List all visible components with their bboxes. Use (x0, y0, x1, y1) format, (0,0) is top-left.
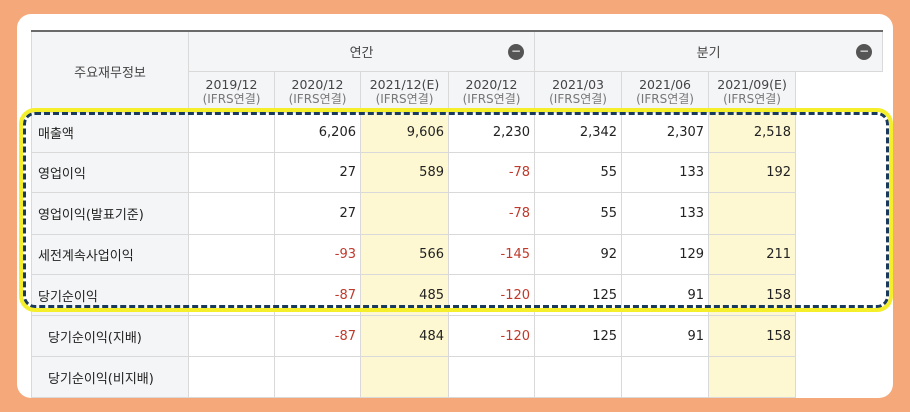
table-cell: -120 (447, 314, 536, 358)
row-label: 영업이익 (31, 151, 189, 194)
column-header: 2021/09(E) (IFRS연결) (708, 70, 797, 113)
column-period: 2021/03 (552, 76, 605, 92)
annual-group-header: 연간 − (187, 30, 536, 72)
table-cell: 158 (708, 274, 797, 316)
table-row: 세전계속사업이익 -93 566 -145 92 129 211 (31, 233, 883, 276)
table-cell: 6,206 (274, 111, 361, 153)
quarterly-collapse-icon[interactable]: − (856, 44, 873, 60)
table-cell: 589 (360, 151, 449, 194)
annual-group-label: 연간 (349, 45, 374, 61)
column-period: 2020/12 (465, 76, 518, 92)
table-cell: 55 (534, 151, 623, 194)
table-cell: 2,307 (621, 111, 710, 153)
table-cell (274, 356, 361, 398)
column-header: 2021/12(E) (IFRS연결) (360, 70, 449, 113)
corner-label: 주요재무정보 (31, 30, 189, 113)
financial-summary-table: 주요재무정보 연간 − 분기 − 2019/12 (IFRS연결) 2020/12(… (31, 30, 884, 398)
column-basis: (IFRS연결) (375, 91, 434, 106)
table-cell: -120 (447, 274, 536, 316)
column-basis: (IFRS연결) (636, 91, 694, 106)
table-cell: 133 (621, 192, 710, 235)
quarterly-group-label: 분기 (696, 45, 721, 61)
table-cell: 91 (621, 314, 710, 358)
table-cell: 158 (708, 314, 797, 358)
table-cell: 484 (360, 314, 449, 358)
table-cell: -78 (447, 192, 536, 235)
row-label: 당기순이익 (31, 274, 189, 316)
row-label: 매출액 (31, 111, 189, 153)
column-header: 2020/12 (IFRS연결) (274, 70, 361, 113)
row-label: 당기순이익(비지배) (31, 356, 189, 398)
column-header: 2021/03 (IFRS연결) (534, 70, 623, 113)
table-cell (534, 356, 623, 398)
table-cell: 2,518 (708, 111, 797, 153)
column-period: 2021/09(E) (717, 76, 787, 92)
table-cell: 566 (360, 233, 449, 276)
table-cell (708, 192, 797, 235)
column-basis: (IFRS연결) (202, 91, 261, 106)
table-cell: 91 (621, 274, 710, 316)
table-row: 당기순이익(지배) -87 484 -120 125 91 158 (31, 314, 883, 358)
row-label: 당기순이익(지배) (31, 314, 189, 358)
table-cell (188, 274, 275, 316)
annual-collapse-icon[interactable]: − (508, 44, 525, 60)
table-cell (621, 356, 710, 398)
table-cell (188, 192, 275, 235)
table-cell (360, 356, 449, 398)
table-cell: 2,342 (534, 111, 623, 153)
table-cell: -87 (274, 314, 361, 358)
table-cell: 55 (534, 192, 623, 235)
table-row: 매출액 6,206 9,606 2,230 2,342 2,307 2,518 (31, 111, 883, 153)
table-cell (360, 192, 449, 235)
column-period: 2021/12(E) (369, 76, 440, 92)
table-row: 당기순이익 -87 485 -120 125 91 158 (31, 274, 883, 316)
content-frame: 주요재무정보 연간 − 분기 − 2019/12 (IFRS연결) 2020/12(… (17, 14, 893, 398)
table-cell: 133 (621, 151, 710, 194)
table-row: 영업이익 27 589 -78 55 133 192 (31, 151, 883, 194)
column-period: 2020/12 (291, 76, 344, 92)
table-cell: 125 (534, 314, 623, 358)
column-header: 2021/06 (IFRS연결) (621, 70, 710, 113)
table-cell: -145 (447, 233, 536, 276)
table-cell: 27 (274, 151, 361, 194)
table-row: 당기순이익(비지배) (31, 356, 883, 398)
table-cell (188, 233, 275, 276)
table-cell: 125 (534, 274, 623, 316)
table-cell (188, 356, 275, 398)
table-cell: 2,230 (447, 111, 536, 153)
table-cell: 211 (708, 233, 797, 276)
table-cell: 27 (274, 192, 361, 235)
table-row: 영업이익(발표기준) 27 -78 55 133 (31, 192, 883, 235)
column-header: 2020/12 (IFRS연결) (447, 70, 536, 113)
column-basis: (IFRS연결) (288, 91, 347, 106)
row-label: 세전계속사업이익 (31, 233, 189, 276)
table-cell (188, 111, 275, 153)
table-cell: -93 (274, 233, 361, 276)
table-cell (447, 356, 536, 398)
column-basis: (IFRS연결) (462, 91, 521, 106)
table-cell (188, 151, 275, 194)
table-cell: 129 (621, 233, 710, 276)
table-cell (708, 356, 797, 398)
column-period: 2019/12 (205, 76, 258, 92)
table-cell: 92 (534, 233, 623, 276)
table-cell: 9,606 (360, 111, 449, 153)
table-cell: 485 (360, 274, 449, 316)
column-period: 2021/06 (639, 76, 692, 92)
column-basis: (IFRS연결) (723, 91, 781, 106)
table-cell: -87 (274, 274, 361, 316)
table-cell: 192 (708, 151, 797, 194)
row-label: 영업이익(발표기준) (31, 192, 189, 235)
column-basis: (IFRS연결) (549, 91, 607, 106)
table-cell: -78 (447, 151, 536, 194)
table-cell (188, 314, 275, 358)
quarterly-group-header: 분기 − (534, 30, 884, 72)
column-header: 2019/12 (IFRS연결) (188, 70, 275, 113)
